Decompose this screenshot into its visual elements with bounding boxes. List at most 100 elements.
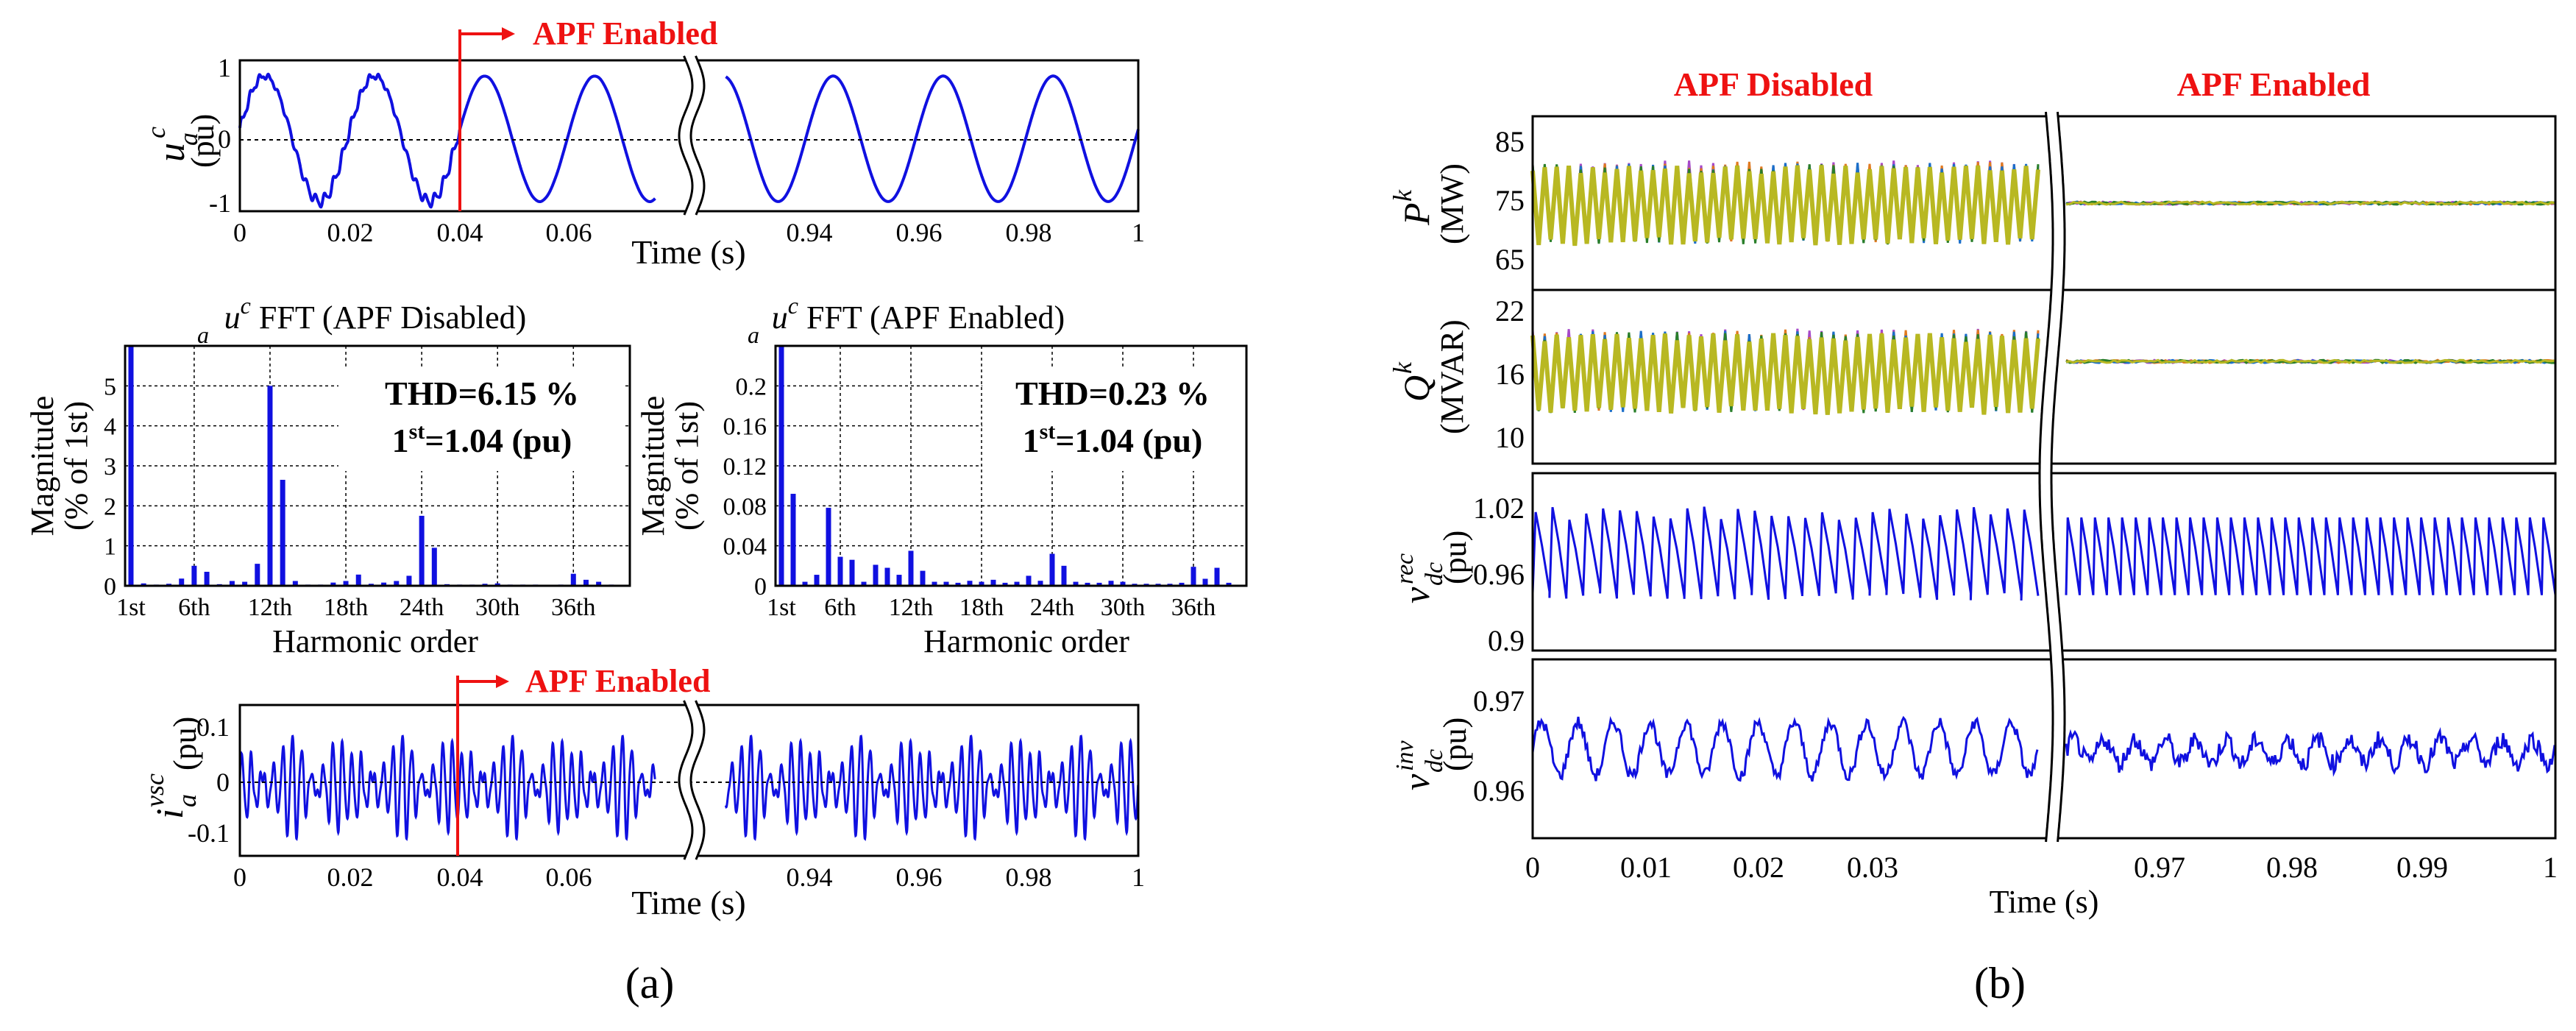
fft-disabled-title-sub: a (197, 322, 209, 348)
b-q-ytick: 16 (1495, 358, 1525, 391)
ia-apf-arrow-head (496, 675, 509, 688)
fft-disabled-xticks: 1st 6th 12th 18th 24th 30th 36th (116, 594, 595, 621)
fftd-bar (570, 573, 576, 586)
fft-enabled-bars (778, 346, 1232, 586)
b-vrec-ylabel-unit: (pu) (1437, 531, 1473, 584)
fftd-bar (381, 582, 387, 586)
b-xtick-label: 0.97 (2134, 851, 2185, 884)
b-vinv-frame (1531, 658, 2557, 840)
ua-xaxis-label: Time (s) (631, 233, 746, 271)
ffte-bar (1026, 575, 1032, 586)
ia-xtick-label: 0.98 (1006, 862, 1052, 892)
fft-enabled-title-rest: FFT (APF Enabled) (798, 300, 1065, 336)
b-vrec-ylabel-sup: rec (1391, 553, 1419, 584)
fft-enabled-xticks: 1st 6th 12th 18th 24th 30th 36th (767, 594, 1216, 621)
panel-b-label: (b) (1974, 959, 2026, 1007)
ua-break-glyph-left-edge (678, 55, 694, 216)
ffte-bar (1061, 565, 1067, 586)
fft-disabled-thd: THD=6.15 % (385, 375, 579, 412)
fftd-bar (406, 575, 412, 586)
ia-yaxis-label: i vsc a (pu) (140, 717, 203, 819)
ia-ytick-label: 0.1 (196, 712, 230, 742)
ffte-bar (826, 508, 831, 586)
ua-xtick-label: 0 (233, 218, 246, 247)
b-vrec-yaxis-label: v rec dc (pu) (1391, 531, 1473, 603)
ffte-bar (814, 575, 820, 586)
fft-enabled-fundamental: 1st=1.04 (pu) (1023, 419, 1203, 459)
fft-disabled-fund-sup: st (409, 419, 425, 444)
fftd-bar (191, 565, 197, 586)
ffte-bar (943, 581, 949, 586)
b-vrec-ytick: 0.9 (1488, 624, 1525, 657)
ia-xtick-label: 0 (233, 862, 246, 892)
fft-enabled-frame (774, 344, 1248, 587)
fft-disabled-textbox (338, 368, 625, 471)
ffte-bar (1179, 582, 1185, 586)
ffte-bar (1073, 581, 1079, 586)
fftd-ytick-label: 0 (104, 573, 116, 600)
ua-ylabel-sup: c (141, 127, 171, 138)
b-q-enabled-trace (2065, 358, 2556, 364)
ia-break-glyph (678, 700, 706, 860)
fftd-bar (292, 581, 298, 586)
ua-xtick-label: 0.96 (896, 218, 943, 247)
ffte-xtick-label: 36th (1171, 594, 1216, 621)
fft-enabled-ylabel-2: (% of 1st) (669, 401, 705, 531)
b-p-ytick: 75 (1495, 184, 1525, 217)
ia-xaxis-label: Time (s) (631, 884, 746, 921)
b-vrec-ylabel-main: v (1396, 587, 1437, 603)
fftd-ytick-label: 1 (104, 534, 116, 561)
ffte-bar (1049, 553, 1055, 586)
ia-apf-enabled-label: APF Enabled (525, 663, 710, 699)
fftd-bar (419, 515, 425, 586)
ffte-bar (1214, 567, 1220, 586)
b-axis-break (2038, 111, 2066, 843)
ua-xtick-label: 0.98 (1006, 218, 1052, 247)
fft-enabled-yticks: 0.2 0.16 0.12 0.08 0.04 0 (723, 373, 767, 600)
fftd-bar (141, 583, 146, 586)
fft-enabled-fund-sup: st (1040, 419, 1056, 444)
fftd-xtick-label: 30th (475, 594, 519, 621)
fftd-bar (355, 574, 361, 586)
ffte-xtick-label: 12th (889, 594, 933, 621)
b-vinv-ylabel-sub: dc (1421, 749, 1448, 773)
b-q-disabled-trace (1530, 333, 2040, 415)
ffte-ytick-label: 0.04 (723, 534, 767, 561)
ia-axis-break (678, 700, 706, 860)
ffte-bar (1226, 582, 1232, 586)
ia-xtick-label: 0.96 (896, 862, 943, 892)
b-vinv-yaxis-label: v inv dc (pu) (1391, 718, 1473, 790)
b-vrec-ylabel-sub: dc (1421, 562, 1448, 586)
ia-break-glyph-left-edge (678, 700, 694, 860)
b-vinv-ylabel-sup: inv (1391, 740, 1419, 771)
fftd-ytick-label: 2 (104, 493, 116, 520)
b-vinv-ytick: 0.96 (1473, 774, 1525, 807)
ffte-bar (861, 581, 867, 586)
ia-ylabel-sup: vsc (140, 773, 169, 807)
b-q-yaxis-label: Q k (MVAR) (1388, 319, 1470, 434)
ffte-bar (1191, 567, 1196, 586)
b-xtick-label: 1 (2543, 851, 2558, 884)
ffte-xtick-label: 30th (1101, 594, 1145, 621)
fft-disabled-title-rest: FFT (APF Disabled) (251, 300, 526, 336)
b-p-disabled-trace (1530, 165, 2040, 247)
fft-disabled-title: uc FFT (APF Disabled) (224, 292, 527, 336)
ua-ylabel-unit: (pu) (185, 114, 221, 168)
fftd-ytick-label: 5 (104, 373, 116, 400)
ia-ylabel-sub: a (172, 794, 202, 807)
fftd-ytick-label: 4 (104, 414, 116, 441)
panel-a-label-text: (a) (625, 959, 675, 1007)
b-vrec-ytick: 0.96 (1473, 558, 1525, 591)
ffte-bar (802, 581, 808, 586)
fft-disabled-ylabel-1: Magnitude (24, 396, 60, 536)
fft-disabled-fundamental: 1st=1.04 (pu) (392, 419, 572, 459)
ffte-bar (908, 550, 914, 586)
fft-disabled-yticks: 5 4 3 2 1 0 (104, 373, 116, 600)
fft-enabled-title: uc FFT (APF Enabled) (772, 292, 1065, 336)
ffte-xtick-label: 18th (959, 594, 1004, 621)
fft-disabled-xaxis-label: Harmonic order (272, 623, 478, 659)
fftd-bar (494, 583, 500, 586)
ffte-bar (884, 567, 890, 586)
fft-enabled-xaxis-label: Harmonic order (923, 623, 1129, 659)
